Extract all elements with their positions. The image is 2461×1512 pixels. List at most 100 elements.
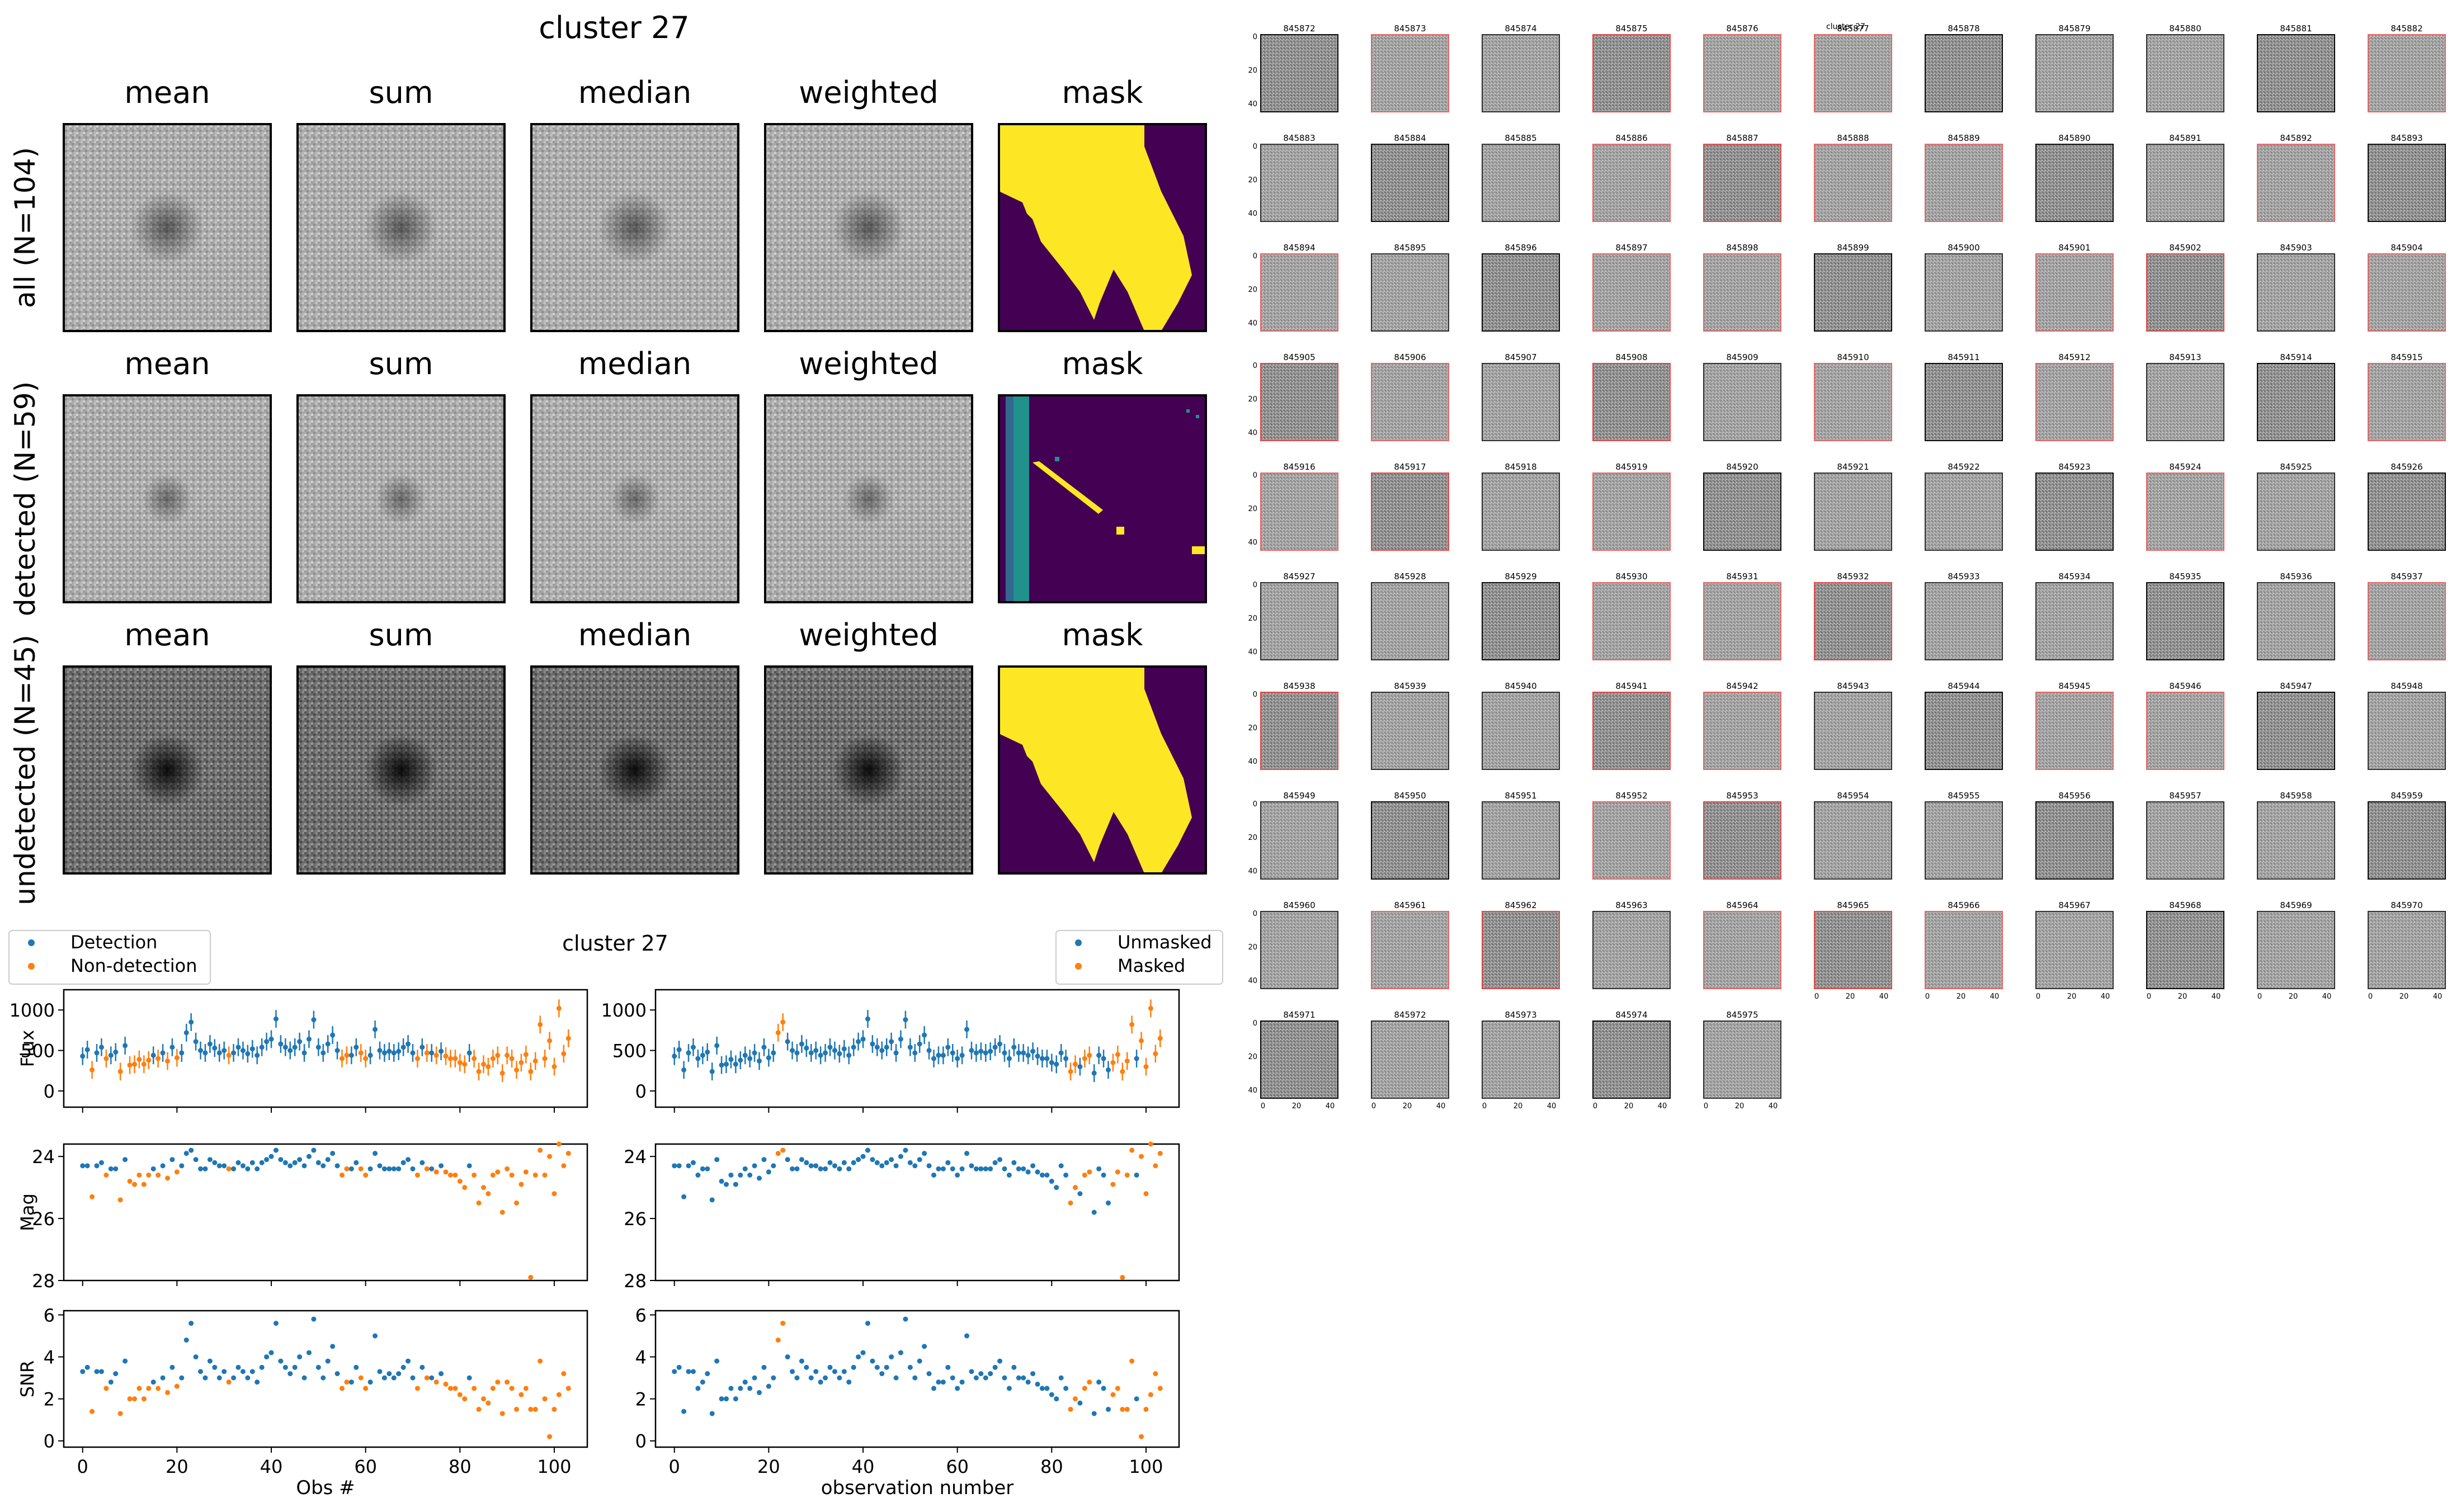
data-point bbox=[254, 1166, 260, 1171]
data-point bbox=[898, 1154, 903, 1159]
thumbnail-y-tick: 20 bbox=[1248, 615, 1257, 623]
y-tick-label: 2 bbox=[635, 1389, 647, 1410]
thumbnail-x-tick: 0 bbox=[1371, 1102, 1376, 1111]
data-point bbox=[1115, 1052, 1120, 1057]
data-point bbox=[348, 1379, 354, 1385]
thumbnail-id: 845965 bbox=[1837, 900, 1869, 910]
thumbnail-id: 845969 bbox=[2280, 900, 2312, 910]
data-point bbox=[723, 1396, 729, 1402]
data-point bbox=[249, 1046, 255, 1052]
y-tick-label: 0 bbox=[44, 1431, 55, 1452]
data-point bbox=[1021, 1166, 1026, 1171]
data-point bbox=[775, 1338, 781, 1343]
data-point bbox=[363, 1056, 369, 1061]
thumbnail-id: 845873 bbox=[1394, 23, 1426, 34]
data-point bbox=[414, 1172, 420, 1178]
stack-image bbox=[63, 665, 272, 875]
data-point bbox=[330, 1032, 336, 1038]
thumbnail: 845955 bbox=[1925, 791, 2003, 880]
data-point bbox=[98, 1160, 104, 1165]
thumbnail-y-tick: 20 bbox=[1248, 67, 1257, 75]
y-tick-label: 500 bbox=[612, 1041, 647, 1062]
thumbnail-id: 845962 bbox=[1505, 900, 1536, 910]
data-point bbox=[433, 1379, 439, 1385]
data-point bbox=[1157, 1036, 1163, 1041]
thumbnail: 845913 bbox=[2146, 352, 2224, 441]
data-point bbox=[799, 1157, 804, 1163]
thumbnail-y-tick: 40 bbox=[1248, 1086, 1257, 1095]
thumbnail: 845957 bbox=[2146, 791, 2224, 880]
data-point bbox=[565, 1151, 571, 1156]
data-point bbox=[528, 1406, 534, 1412]
thumbnail: 845872 0 20 40 bbox=[1248, 23, 1338, 112]
data-point bbox=[733, 1396, 738, 1402]
data-point bbox=[240, 1163, 246, 1169]
data-point bbox=[495, 1379, 501, 1385]
data-point bbox=[757, 1390, 762, 1395]
data-point bbox=[780, 1147, 786, 1153]
data-point bbox=[681, 1409, 687, 1414]
thumbnail-id: 845948 bbox=[2391, 681, 2422, 691]
data-point bbox=[353, 1364, 359, 1370]
data-point bbox=[1011, 1364, 1017, 1370]
data-point bbox=[705, 1166, 710, 1171]
legend-label: Unmasked bbox=[1118, 932, 1212, 953]
data-point bbox=[936, 1052, 941, 1058]
data-point bbox=[1044, 1056, 1050, 1061]
data-point bbox=[988, 1371, 993, 1377]
thumbnail-id: 845951 bbox=[1505, 791, 1536, 801]
data-point bbox=[278, 1157, 284, 1163]
data-point bbox=[940, 1379, 946, 1385]
thumbnail-x-tick: 20 bbox=[1735, 1102, 1745, 1111]
data-point bbox=[245, 1375, 251, 1381]
data-point bbox=[785, 1157, 790, 1163]
data-point bbox=[174, 1169, 180, 1175]
thumbnail-x-tick: 20 bbox=[1956, 993, 1966, 1001]
legend-marker bbox=[28, 939, 35, 946]
data-point bbox=[922, 1032, 927, 1038]
data-point bbox=[89, 1194, 95, 1199]
data-point bbox=[1139, 1434, 1144, 1439]
data-point bbox=[790, 1369, 795, 1374]
data-point bbox=[926, 1163, 932, 1169]
thumbnail: 845875 bbox=[1592, 23, 1671, 112]
data-point bbox=[709, 1411, 715, 1416]
data-point bbox=[926, 1048, 932, 1053]
thumbnail-x-tick: 40 bbox=[2101, 993, 2110, 1001]
data-point bbox=[457, 1060, 463, 1065]
stack-column-label: mean bbox=[124, 75, 210, 110]
data-point bbox=[1115, 1169, 1120, 1175]
data-point bbox=[556, 1005, 562, 1011]
mask-image bbox=[998, 394, 1207, 603]
thumbnail: 845877 bbox=[1814, 23, 1892, 112]
data-point bbox=[462, 1396, 468, 1402]
data-point bbox=[841, 1046, 847, 1052]
data-point bbox=[174, 1383, 180, 1389]
data-point bbox=[297, 1039, 303, 1045]
legend-label: Masked bbox=[1118, 955, 1185, 976]
data-point bbox=[447, 1056, 453, 1061]
thumbnail-id: 845902 bbox=[2169, 243, 2201, 253]
data-point bbox=[221, 1369, 227, 1374]
data-point bbox=[452, 1386, 458, 1391]
data-point bbox=[122, 1358, 128, 1364]
data-point bbox=[969, 1163, 974, 1169]
data-point bbox=[907, 1364, 913, 1370]
data-point bbox=[94, 1369, 100, 1374]
data-point bbox=[936, 1379, 941, 1385]
data-point bbox=[1016, 1166, 1021, 1171]
thumbnail: 845960 0 20 40 bbox=[1248, 900, 1338, 989]
stack-image bbox=[530, 394, 739, 603]
thumbnail: 845935 bbox=[2146, 571, 2224, 660]
thumbnail: 845964 bbox=[1703, 900, 1781, 989]
data-point bbox=[780, 1019, 786, 1025]
thumbnail-id: 845903 bbox=[2280, 243, 2312, 253]
data-point bbox=[84, 1364, 90, 1370]
thumbnail: 845922 bbox=[1925, 462, 2003, 551]
thumbnail-id: 845975 bbox=[1726, 1010, 1758, 1020]
thumbnail-y-tick: 40 bbox=[1248, 429, 1257, 437]
thumbnail-id: 845946 bbox=[2169, 681, 2201, 691]
thumbnail: 845975 0 20 40 bbox=[1703, 1010, 1781, 1111]
